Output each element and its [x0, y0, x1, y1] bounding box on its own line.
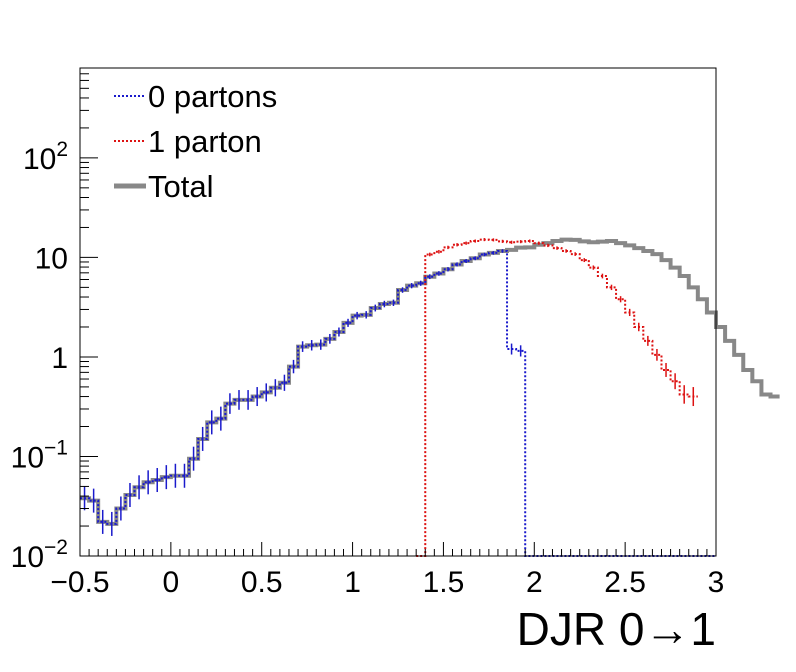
x-axis-title: DJR 0→1: [517, 603, 716, 655]
x-tick-label: 0.5: [241, 566, 283, 599]
y-tick-label: 10: [35, 242, 68, 275]
y-tick-base: 10: [11, 541, 44, 574]
y-tick-base: 10: [11, 441, 44, 474]
x-tick-label: 2.5: [604, 566, 646, 599]
series-1-parton: [416, 238, 698, 557]
legend-entry: Total: [114, 169, 213, 204]
x-tick-label: −0.5: [50, 566, 109, 599]
series-0-partons: [80, 249, 716, 557]
data-layer: [80, 237, 780, 557]
y-tick-label: 10−2: [11, 536, 68, 574]
legend-label: 1 parton: [148, 124, 262, 159]
x-tick-label: 1: [344, 566, 361, 599]
series-line: [416, 238, 698, 557]
y-tick-exponent: 2: [56, 138, 68, 161]
legend-label: Total: [148, 169, 213, 204]
x-tick-label: 3: [708, 566, 725, 599]
y-tick-exponent: −2: [44, 536, 68, 559]
legend-entry: 1 parton: [114, 124, 262, 159]
y-tick-label: 1: [51, 342, 68, 375]
y-tick-base: 10: [23, 143, 56, 176]
x-tick-label: 0: [163, 566, 180, 599]
y-tick-label: 10−1: [11, 436, 68, 474]
legend-entry: 0 partons: [114, 79, 277, 114]
y-tick-base: 1: [51, 342, 68, 375]
x-tick-label: 1.5: [423, 566, 465, 599]
legend-label: 0 partons: [148, 79, 277, 114]
legend: 0 partons 1 parton Total: [114, 79, 277, 204]
y-tick-exponent: −1: [44, 436, 68, 459]
series-line: [80, 250, 716, 557]
y-tick-base: 10: [35, 242, 68, 275]
x-tick-label: 2: [526, 566, 543, 599]
y-tick-label: 102: [23, 138, 68, 176]
